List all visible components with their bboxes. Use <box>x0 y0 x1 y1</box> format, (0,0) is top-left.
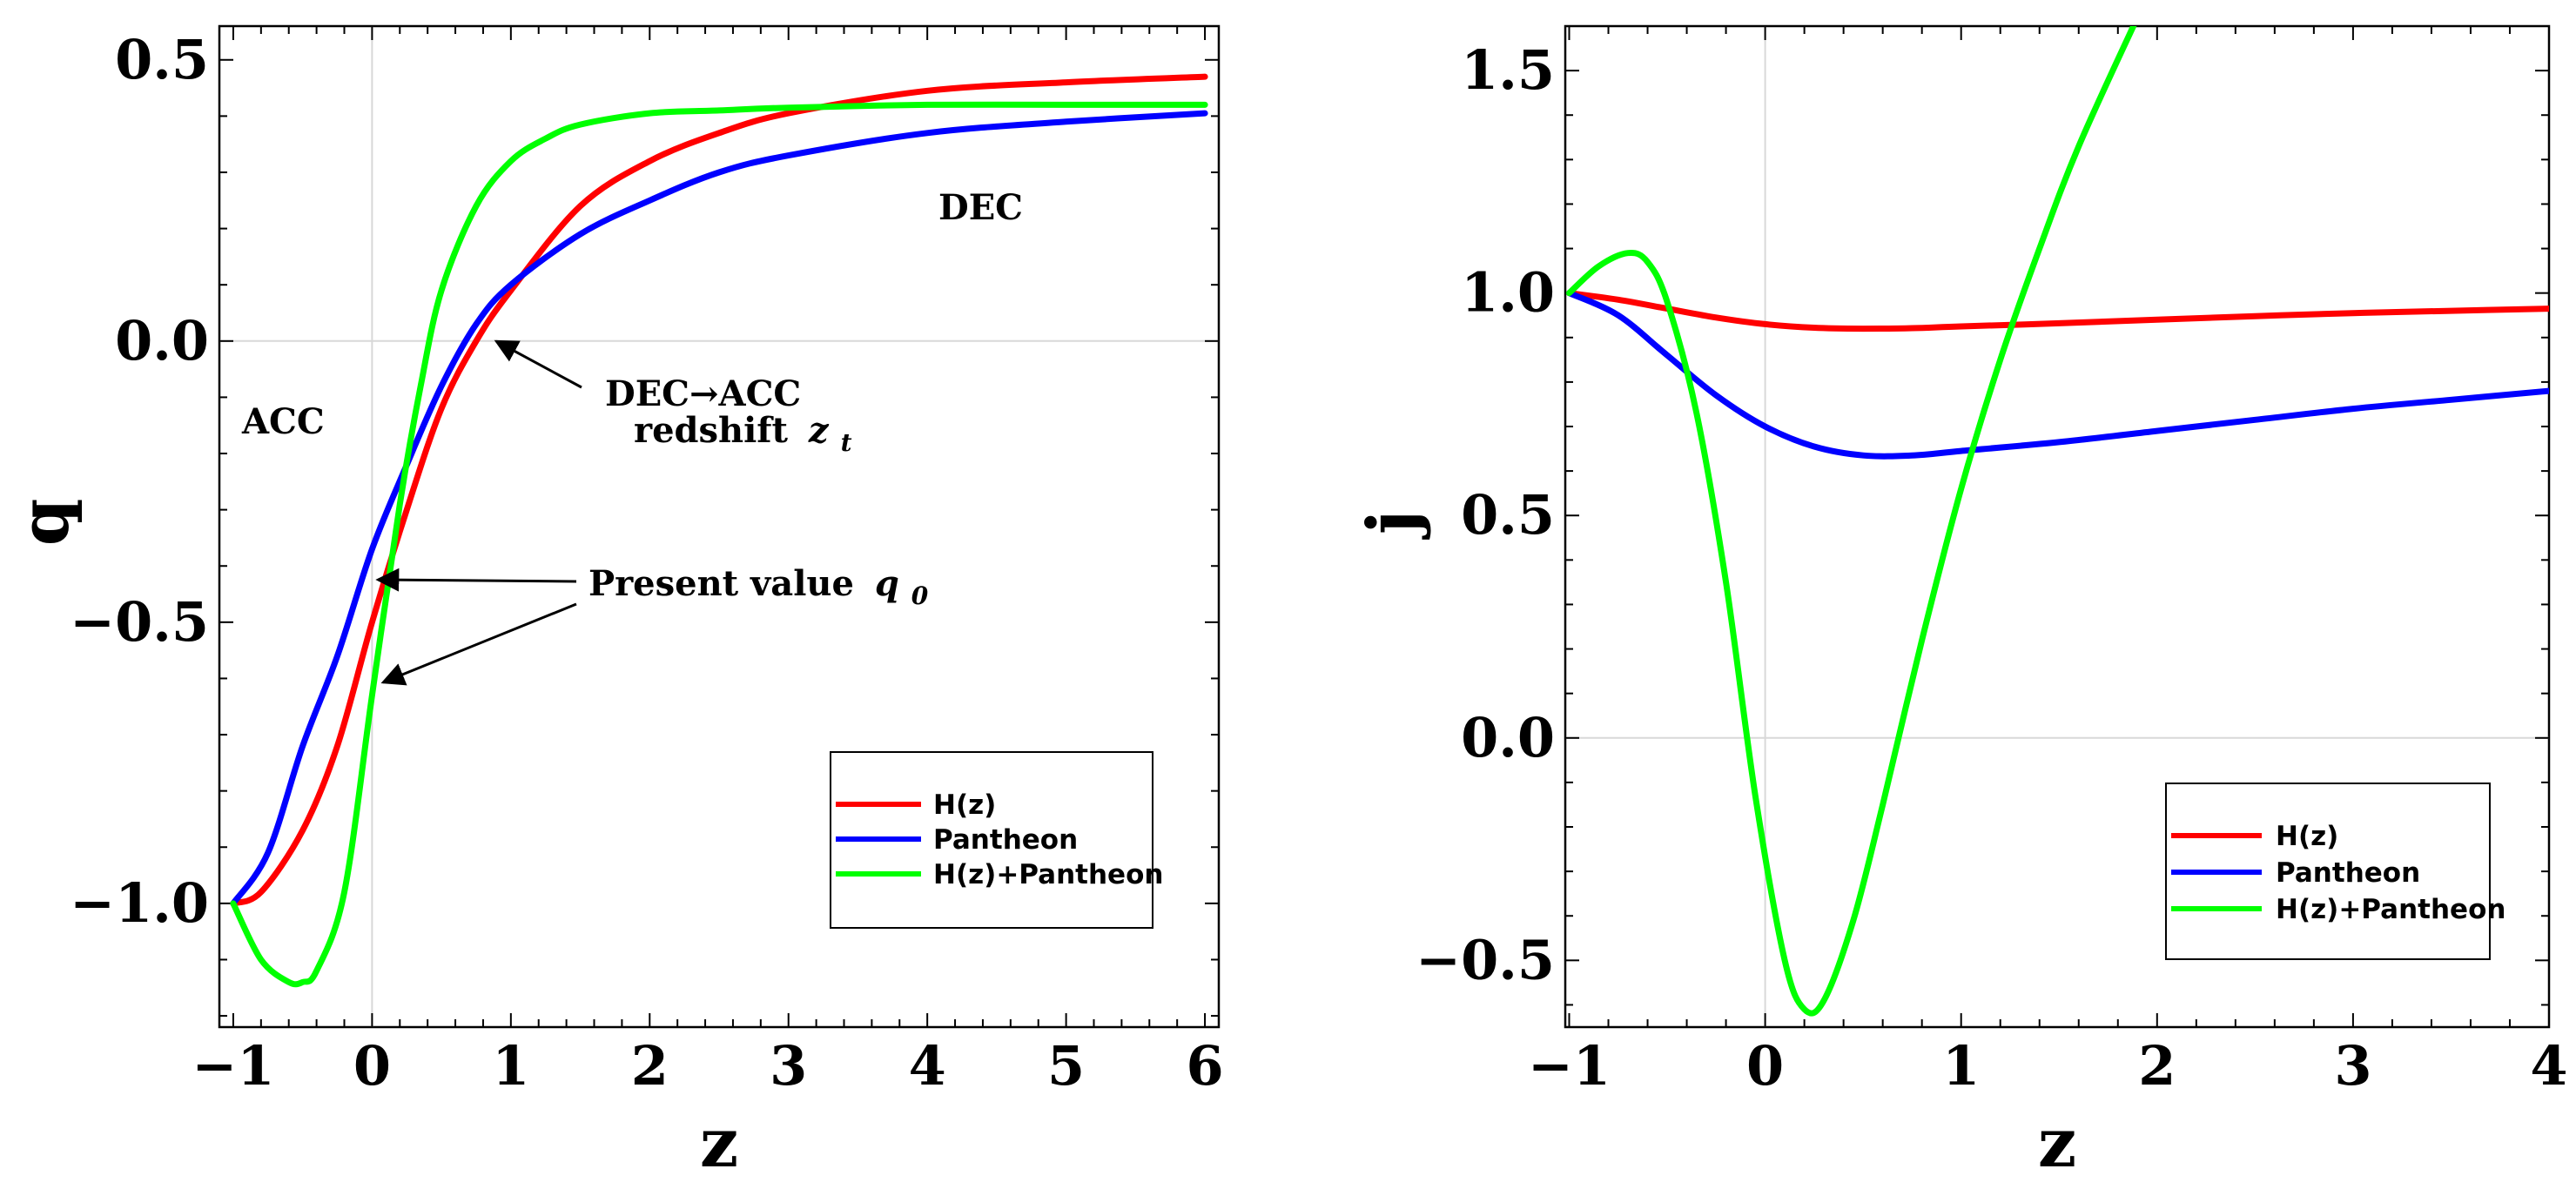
plot-frame <box>1564 24 2551 1029</box>
y-tick-label: 0.5 <box>1461 483 1555 547</box>
annotation-present-value-symbol: q <box>875 563 899 604</box>
annotation-dec: DEC <box>938 187 1023 228</box>
y-tick-label: 0.0 <box>115 309 209 373</box>
annotation-acc: ACC <box>241 401 325 442</box>
y-axis-title: q <box>5 499 84 547</box>
plot-frame <box>218 24 1221 1029</box>
x-tick-label: 4 <box>2530 1034 2567 1098</box>
y-tick-label: 0.0 <box>1461 706 1555 769</box>
legend-label: H(z) <box>2276 821 2338 852</box>
x-tick-label: 3 <box>2334 1034 2371 1098</box>
ticks <box>1565 25 2550 1027</box>
annotation-redshift-text: redshift <box>634 410 788 451</box>
legend-label: Pantheon <box>2276 857 2420 889</box>
series-line-pantheon <box>1566 290 2549 460</box>
legend: H(z) Pantheon H(z)+Pantheon <box>830 751 1163 929</box>
legend-label: Pantheon <box>933 824 1078 856</box>
annotation-transition: DEC→ACC <box>605 373 801 414</box>
x-tick-label: 4 <box>909 1034 946 1098</box>
x-tick-label: −1 <box>1528 1034 1611 1098</box>
legend-label: H(z)+Pantheon <box>2276 894 2505 925</box>
x-tick-label: 0 <box>353 1034 391 1098</box>
x-tick-label: 3 <box>770 1034 807 1098</box>
series-line-h-z- <box>1566 290 2549 333</box>
series <box>230 73 1208 988</box>
y-tick-label: −0.5 <box>70 590 209 654</box>
ticks <box>219 26 1219 1027</box>
x-tick-label: 1 <box>1942 1034 1980 1098</box>
y-tick-label: −0.5 <box>1416 928 1555 991</box>
x-tick-label: 2 <box>2138 1034 2176 1098</box>
j-chart: −1 0 1 2 3 4 −0.5 0.0 0.5 1.0 1.5 z j H(… <box>1353 24 2568 1183</box>
x-tick-label: 5 <box>1047 1034 1085 1098</box>
x-axis-title: z <box>700 1104 738 1183</box>
arrow-transition <box>494 339 582 389</box>
series <box>1566 26 2549 1017</box>
x-tick-label: 1 <box>492 1034 529 1098</box>
y-axis-title: j <box>1353 510 1432 540</box>
legend: H(z) Pantheon H(z)+Pantheon <box>2165 783 2505 960</box>
series-line-h-z-pantheon <box>230 101 1208 988</box>
annotation-present-value-text: Present value <box>589 563 854 604</box>
x-tick-label: 2 <box>631 1034 669 1098</box>
y-tick-label: −1.0 <box>70 871 209 935</box>
series-line-h-z- <box>230 73 1208 907</box>
annotation-redshift-symbol: z <box>808 410 830 451</box>
x-tick-label: −1 <box>192 1034 274 1098</box>
legend-label: H(z)+Pantheon <box>933 859 1163 890</box>
annotation-present-value-subscript: 0 <box>911 581 929 610</box>
legend-label: H(z) <box>933 789 996 821</box>
x-tick-label: 6 <box>1186 1034 1223 1098</box>
y-tick-label: 1.5 <box>1461 38 1555 102</box>
annotation-redshift-subscript: t <box>841 428 852 457</box>
arrow-present-value-2 <box>380 602 577 686</box>
x-tick-label: 0 <box>1746 1034 1784 1098</box>
annotation-redshift: redshift z t <box>634 410 852 457</box>
annotation-present-value: Present value q 0 <box>589 563 929 610</box>
y-tick-label: 1.0 <box>1461 261 1555 325</box>
series-line-h-z-pantheon <box>1566 26 2137 1017</box>
x-axis-title: z <box>2038 1104 2076 1183</box>
series-line-pantheon <box>230 110 1208 907</box>
arrow-present-value-1 <box>375 568 577 592</box>
y-tick-label: 0.5 <box>115 28 209 91</box>
q-chart: −1 0 1 2 3 4 5 6 −1.0 −0.5 0.0 0.5 z q A… <box>5 24 1224 1183</box>
